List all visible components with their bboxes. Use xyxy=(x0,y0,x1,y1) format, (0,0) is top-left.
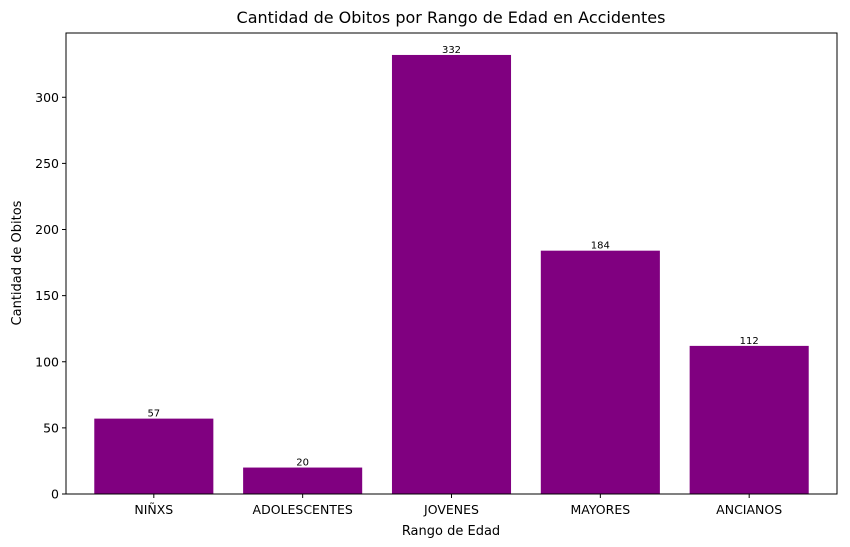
x-tick-label: MAYORES xyxy=(570,502,630,517)
data-labels: 57 20 332 184 112 xyxy=(147,45,758,469)
data-label: 112 xyxy=(740,336,759,347)
data-label: 20 xyxy=(296,458,309,469)
x-tick-label: NIÑXS xyxy=(134,502,173,517)
bar-0 xyxy=(94,418,214,494)
y-tick-label: 50 xyxy=(43,420,59,435)
x-tick-label: ADOLESCENTES xyxy=(253,502,353,517)
bar-3 xyxy=(540,250,660,494)
y-tick-label: 200 xyxy=(35,222,59,237)
data-label: 332 xyxy=(442,45,461,56)
y-axis-label: Cantidad de Obitos xyxy=(10,200,25,325)
y-tick-label: 150 xyxy=(35,288,59,303)
plot-frame xyxy=(65,32,838,495)
y-tick-label: 300 xyxy=(35,90,59,105)
x-tick-label: JOVENES xyxy=(423,502,479,517)
x-axis-label: Rango de Edad xyxy=(402,524,500,539)
x-axis-ticks: NIÑXS ADOLESCENTES JOVENES MAYORES ANCIANOS xyxy=(134,494,782,517)
chart-title: Cantidad de Obitos por Rango de Edad en … xyxy=(237,8,666,27)
y-tick-label: 250 xyxy=(35,156,59,171)
data-label: 184 xyxy=(591,241,610,252)
bar-1 xyxy=(243,467,363,494)
y-tick-label: 0 xyxy=(51,487,59,502)
bar-4 xyxy=(689,345,809,494)
bar-2 xyxy=(391,54,512,494)
y-axis-ticks: 0 50 100 150 200 250 300 xyxy=(35,90,66,502)
y-tick-label: 100 xyxy=(35,354,59,369)
x-tick-label: ANCIANOS xyxy=(716,502,782,517)
data-label: 57 xyxy=(147,409,160,420)
bars xyxy=(94,54,809,494)
